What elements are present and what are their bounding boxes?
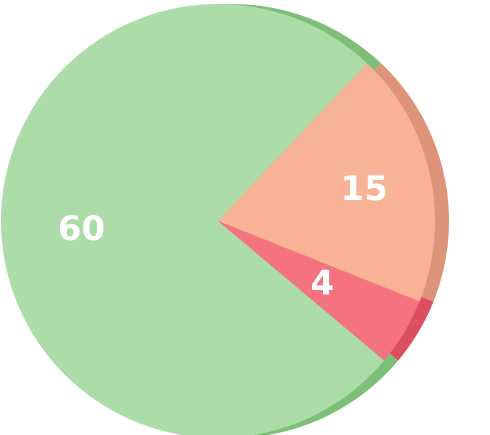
pie-face-layer xyxy=(1,4,436,435)
pie-slice-label-0: 60 xyxy=(58,209,105,249)
pie-slice-1 xyxy=(218,63,436,302)
pie-label-layer: 60 15 4 xyxy=(58,169,388,304)
pie-slice-2 xyxy=(218,221,420,361)
pie-slice-label-1: 15 xyxy=(341,169,388,209)
pie-slice-label-2: 4 xyxy=(310,263,334,303)
pie-slice-0 xyxy=(1,4,385,435)
